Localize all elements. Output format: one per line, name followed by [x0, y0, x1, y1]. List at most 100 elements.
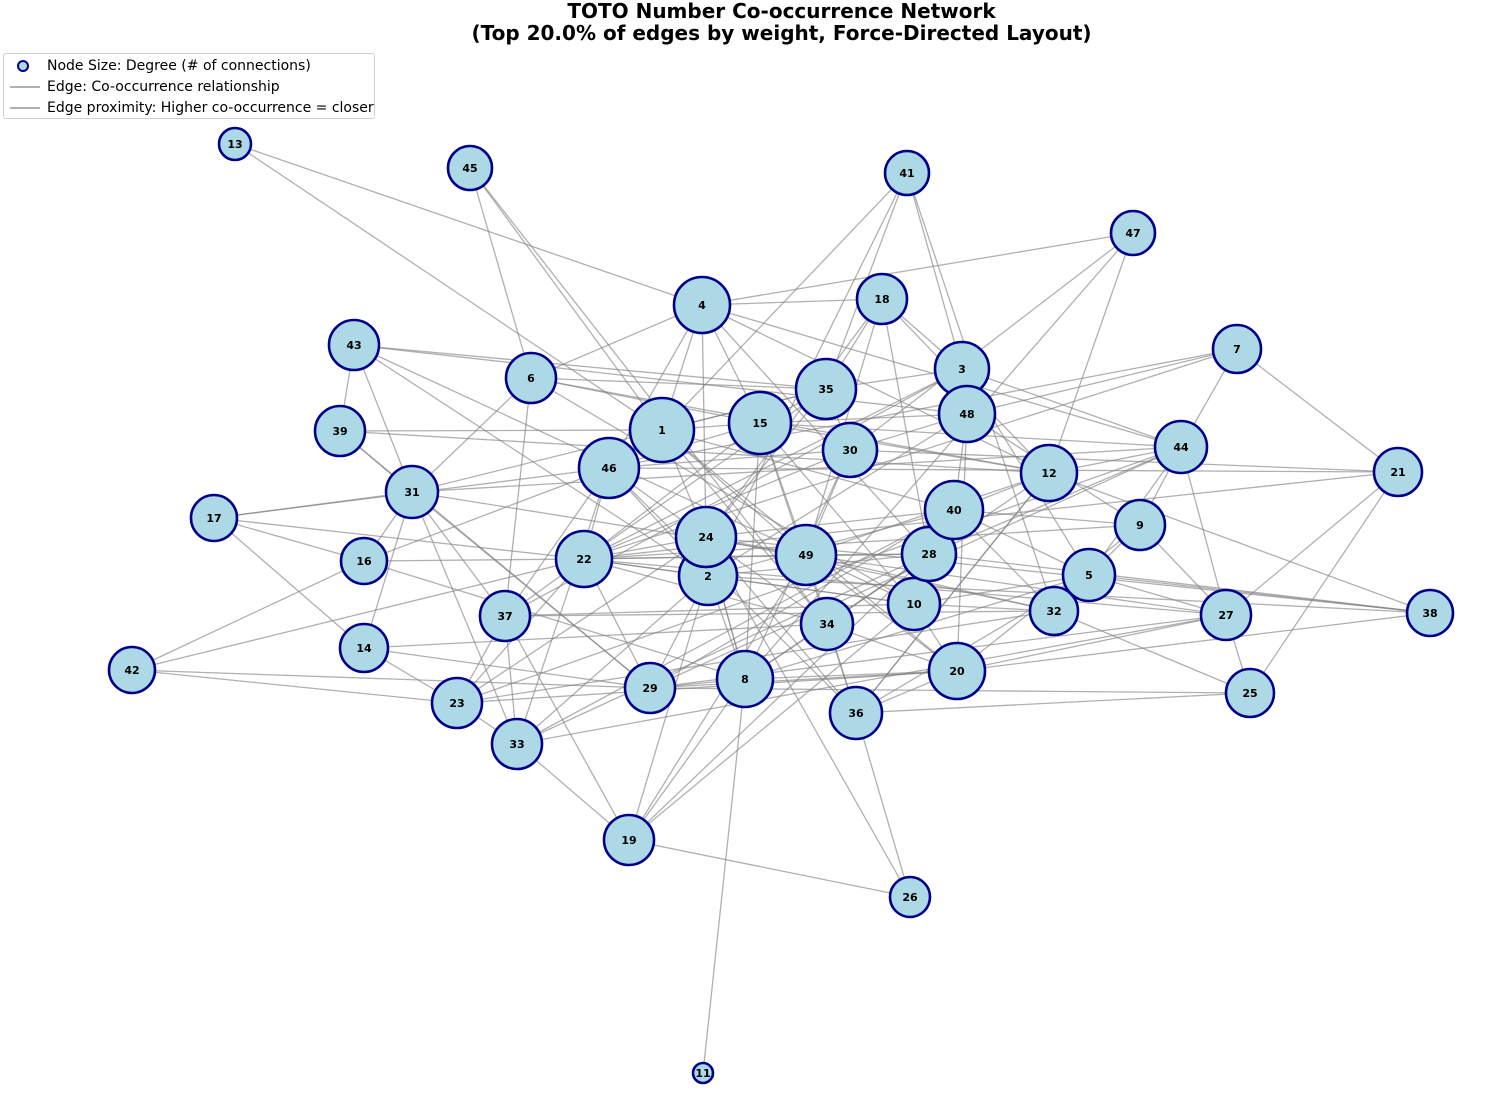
- node-label: 21: [1390, 466, 1405, 479]
- node-33: 33: [490, 717, 544, 771]
- node-label: 33: [509, 738, 524, 751]
- node-label: 24: [698, 531, 714, 544]
- legend-item-node-size: Node Size: Degree (# of connections): [4, 56, 374, 76]
- edge-14-29: [363, 647, 651, 689]
- edge-4-12: [701, 304, 1050, 474]
- edge-9-22: [583, 524, 1141, 560]
- node-label: 34: [819, 618, 835, 631]
- edge-13-1: [234, 143, 663, 431]
- node-label: 40: [946, 504, 962, 517]
- node-10: 10: [886, 576, 942, 632]
- node-22: 22: [554, 529, 614, 589]
- edge-line-icon: [10, 86, 40, 88]
- edge-16-8: [363, 560, 746, 680]
- edge-40-33: [516, 509, 955, 745]
- edge-48-15: [759, 413, 968, 424]
- node-label: 5: [1085, 569, 1093, 582]
- node-label: 43: [346, 339, 361, 352]
- node-circle: [923, 479, 985, 541]
- edge-24-23: [456, 536, 707, 704]
- edge-38-20: [956, 612, 1431, 672]
- edge-17-22: [213, 517, 585, 560]
- node-20: 20: [927, 641, 987, 701]
- node-circle: [1019, 443, 1079, 503]
- legend-label: Edge: Co-occurrence relationship: [47, 79, 280, 95]
- node-circle: [189, 493, 239, 543]
- node-label: 18: [874, 293, 889, 306]
- node-5: 5: [1061, 547, 1117, 603]
- node-circle: [446, 144, 494, 192]
- node-label: 20: [949, 665, 965, 678]
- node-circle: [1372, 446, 1424, 498]
- node-label: 49: [798, 549, 813, 562]
- edge-7-48: [966, 348, 1238, 415]
- node-circle: [727, 390, 793, 456]
- node-29: 29: [623, 661, 677, 715]
- node-label: 17: [206, 512, 221, 525]
- node-label: 11: [695, 1067, 710, 1080]
- edge-46-16: [363, 467, 610, 562]
- node-label: 25: [1242, 687, 1257, 700]
- edge-43-35: [353, 344, 827, 390]
- edge-19-26: [628, 839, 911, 898]
- node-circle: [217, 126, 253, 162]
- node-circle: [602, 813, 656, 867]
- node-label: 13: [227, 138, 242, 151]
- node-39: 39: [313, 404, 367, 458]
- node-circle: [313, 404, 367, 458]
- node-circle: [927, 641, 987, 701]
- node-label: 19: [621, 834, 636, 847]
- node-circle: [384, 464, 440, 520]
- edge-17-14: [213, 517, 365, 649]
- edge-30-46: [608, 449, 851, 469]
- node-circle: [888, 875, 932, 919]
- edge-26-24: [705, 536, 911, 898]
- node-24: 24: [674, 505, 738, 569]
- node-label: 30: [842, 444, 858, 457]
- edge-36-26: [855, 712, 911, 898]
- edge-7-21: [1236, 348, 1399, 473]
- node-4: 4: [672, 275, 732, 335]
- edge-41-3: [906, 172, 963, 370]
- edge-40-9: [953, 509, 1141, 526]
- node-label: 29: [642, 682, 657, 695]
- node-label: 22: [576, 553, 591, 566]
- node-label: 16: [356, 555, 372, 568]
- edge-28-33: [516, 553, 930, 745]
- node-circle: [623, 661, 677, 715]
- edge-33-31: [411, 491, 518, 745]
- node-38: 38: [1405, 588, 1455, 638]
- node-7: 7: [1211, 323, 1263, 375]
- node-label: 36: [848, 707, 864, 720]
- node-circle: [1405, 588, 1455, 638]
- node-label: 2: [704, 570, 712, 583]
- node-45: 45: [446, 144, 494, 192]
- edge-35-24: [705, 388, 827, 538]
- node-circle: [504, 351, 558, 405]
- node-37: 37: [478, 589, 532, 643]
- node-21: 21: [1372, 446, 1424, 498]
- node-circle: [855, 272, 909, 326]
- node-circle: [794, 357, 858, 421]
- node-circle: [799, 596, 855, 652]
- edge-7-46: [608, 348, 1238, 469]
- edge-16-22: [363, 558, 585, 562]
- node-12: 12: [1019, 443, 1079, 503]
- node-1: 1: [628, 396, 696, 464]
- edge-42-29: [131, 669, 651, 689]
- edge-6-35: [530, 377, 827, 390]
- edge-3-44: [961, 368, 1182, 448]
- node-circle: [327, 318, 381, 372]
- edge-17-16: [213, 517, 365, 562]
- edge-4-24: [701, 304, 707, 538]
- node-49: 49: [774, 523, 838, 587]
- edge-42-22: [131, 558, 585, 671]
- edge-24-32: [705, 536, 1055, 612]
- node-11: 11: [691, 1061, 715, 1085]
- edge-21-27: [1225, 471, 1399, 616]
- node-circle: [628, 396, 696, 464]
- node-35: 35: [794, 357, 858, 421]
- edge-18-28: [881, 298, 930, 555]
- node-label: 47: [1125, 227, 1140, 240]
